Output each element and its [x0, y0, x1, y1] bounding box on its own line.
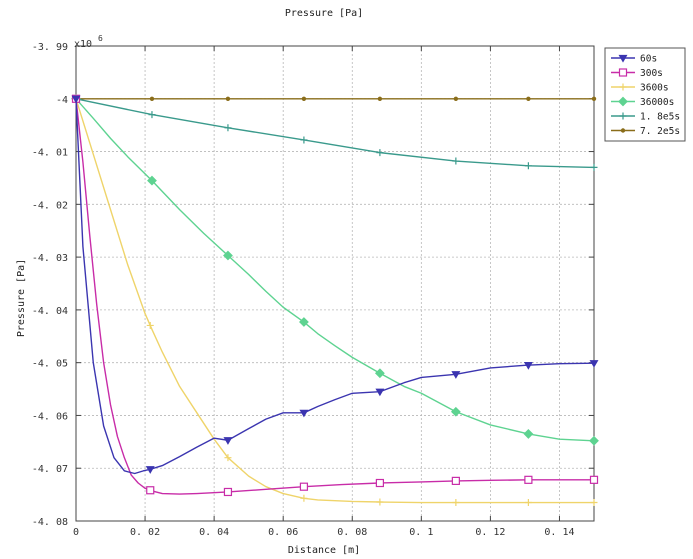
legend-label-7-2e5s: 7. 2e5s — [640, 126, 680, 137]
data-point-7-2e5s — [301, 96, 307, 101]
data-point-36000s — [523, 429, 534, 439]
y-tick-label: -4. 08 — [32, 517, 68, 528]
series-line-1-8e5s — [75, 98, 595, 169]
data-point-300s — [223, 487, 233, 497]
y-tick-label: -4. 04 — [32, 306, 68, 317]
data-point-60s — [523, 362, 533, 370]
data-point-60s — [299, 409, 309, 418]
data-point-3600s — [524, 499, 532, 507]
data-point-7-2e5s — [453, 96, 459, 101]
data-point-36000s — [374, 368, 385, 379]
data-point-7-2e5s — [377, 96, 383, 101]
legend-marker-1-8e5s — [619, 112, 627, 120]
data-point-1-8e5s — [148, 111, 156, 119]
data-point-3600s — [590, 499, 598, 507]
plot-area: 0 0. 02 0. 04 0. 06 0. 08 0. 1 0. 12 0. 14 -3. 9… — [32, 42, 599, 538]
data-point-7-2e5s — [149, 96, 155, 101]
data-point-36000s — [589, 435, 599, 446]
data-point-3600s — [224, 454, 232, 462]
data-point-1-8e5s — [590, 163, 598, 171]
y-exponent-base-text: x10 — [74, 39, 92, 50]
legend-label-1-8e5s: 1. 8e5s — [640, 112, 680, 123]
series-line-60s — [75, 98, 595, 475]
legend-box — [604, 47, 686, 142]
plot-frame — [75, 45, 595, 522]
data-point-1-8e5s — [300, 136, 308, 144]
data-point-3600s — [452, 499, 460, 507]
data-point-1-8e5s — [376, 149, 384, 157]
legend-marker-7-2e5s — [620, 128, 626, 133]
data-point-3600s — [300, 494, 308, 502]
data-point-36000s — [223, 250, 233, 261]
data-point-60s — [145, 466, 155, 474]
data-point-3600s — [376, 498, 384, 506]
x-tick-label: 0. 06 — [268, 527, 298, 538]
x-tick-label: 0. 12 — [475, 527, 505, 538]
legend-label-36000s: 36000s — [640, 97, 674, 108]
legend-marker-36000s — [618, 96, 628, 107]
data-point-36000s — [299, 317, 309, 327]
y-tick-label: -4. 05 — [32, 359, 68, 370]
data-point-7-2e5s — [225, 96, 231, 101]
y-tick-label: -4. 07 — [32, 464, 68, 475]
data-point-1-8e5s — [524, 162, 532, 170]
y-axis-label: Pressure [Pa] — [16, 259, 27, 337]
x-tick-label: 0. 02 — [130, 527, 160, 538]
data-point-3600s — [146, 321, 154, 329]
data-point-7-2e5s — [591, 96, 597, 101]
data-point-300s — [589, 475, 599, 484]
y-exponent-base: x10 — [74, 39, 92, 50]
y-tick-label: -4. 03 — [32, 253, 68, 264]
plot-background — [76, 46, 594, 521]
data-point-60s — [375, 388, 385, 397]
x-tick-label: 0. 04 — [199, 527, 229, 538]
legend-marker-60s — [618, 54, 628, 63]
y-tick-label: -4. 02 — [32, 200, 68, 211]
x-tick-label: 0. 14 — [544, 527, 574, 538]
legend-marker-3600s — [619, 83, 627, 91]
x-tick-label: 0. 1 — [409, 527, 433, 538]
legend-label-300s: 300s — [640, 68, 663, 79]
data-point-60s — [71, 95, 81, 104]
data-point-300s — [451, 476, 460, 485]
legend-label-60s: 60s — [640, 54, 657, 65]
legend-label-3600s: 3600s — [640, 83, 669, 94]
data-point-300s — [375, 478, 384, 488]
data-point-300s — [524, 475, 533, 484]
y-tick-label: -4. 06 — [32, 411, 68, 422]
data-point-36000s — [450, 406, 461, 417]
data-point-1-8e5s — [452, 157, 460, 165]
data-point-60s — [589, 360, 599, 368]
x-tick-label: 0 — [73, 527, 79, 538]
data-point-7-2e5s — [526, 96, 531, 101]
y-tick-label: -3. 99 — [32, 42, 68, 53]
y-tick-label: -4 — [56, 95, 68, 106]
y-exponent-power: 6 — [98, 34, 103, 43]
data-point-60s — [451, 371, 461, 379]
chart-title: Pressure [Pa] — [285, 8, 363, 19]
legend-marker-300s — [618, 68, 628, 77]
y-tick-label: -4. 01 — [32, 148, 68, 159]
data-point-300s — [299, 482, 309, 491]
data-point-36000s — [147, 175, 157, 186]
x-tick-label: 0. 08 — [337, 527, 367, 538]
legend: 60s 300s 3600s 36000s 1. 8e5s 7. 2e5s — [604, 47, 686, 142]
series-line-300s — [75, 98, 594, 495]
data-point-60s — [223, 437, 233, 445]
data-point-1-8e5s — [224, 124, 232, 132]
series-line-3600s — [75, 98, 594, 504]
x-axis-label: Distance [m] — [288, 545, 360, 556]
data-point-300s — [146, 486, 155, 495]
